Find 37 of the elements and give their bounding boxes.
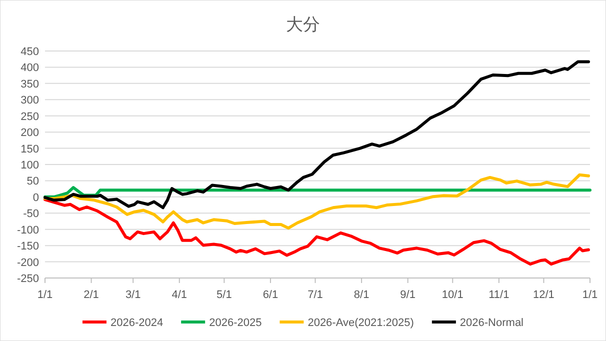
x-tick-label: 12/1 [533,289,554,301]
x-tick-label: 11/1 [488,289,510,301]
x-tick-label: 8/1 [354,289,370,301]
y-tick-label: -150 [16,240,39,253]
y-tick-label: -250 [16,273,39,285]
y-tick-label: 400 [20,62,39,74]
line-series [44,173,590,230]
x-tick-label: 10/1 [442,289,464,301]
x-tick-label: 5/1 [216,289,232,301]
y-tick-label: 200 [20,127,39,140]
y-tick-label: -100 [16,224,39,236]
y-tick-label: 150 [20,143,39,156]
y-tick-label: 350 [20,78,39,90]
y-tick-label: 250 [20,110,39,123]
x-tick-label: 1/1 [582,289,598,301]
y-tick-label: 300 [20,94,39,107]
legend-label: 2026-2025 [209,317,262,329]
x-tick-label: 9/1 [400,289,416,301]
line-series [44,60,590,210]
y-tick-label: 50 [26,176,39,188]
y-tick-label: -200 [16,256,39,269]
line-series [44,186,592,198]
chart-title: 大分 [286,15,320,34]
y-tick-label: 100 [20,160,39,172]
y-tick-label: 450 [20,46,39,58]
y-tick-label: -50 [23,208,39,220]
y-tick-label: 0 [32,192,39,204]
line-series [44,198,590,266]
legend-label: 2026-Normal [460,317,524,329]
x-tick-label: 2/1 [84,289,99,301]
legend-label: 2026-2024 [110,317,164,329]
x-tick-label: 7/1 [308,289,323,301]
x-tick-label: 4/1 [172,289,188,301]
x-tick-label: 1/1 [37,289,53,301]
x-tick-label: 6/1 [262,289,278,301]
legend-label: 2026-Ave(2021:2025) [308,317,414,329]
x-tick-label: 3/1 [125,289,141,301]
